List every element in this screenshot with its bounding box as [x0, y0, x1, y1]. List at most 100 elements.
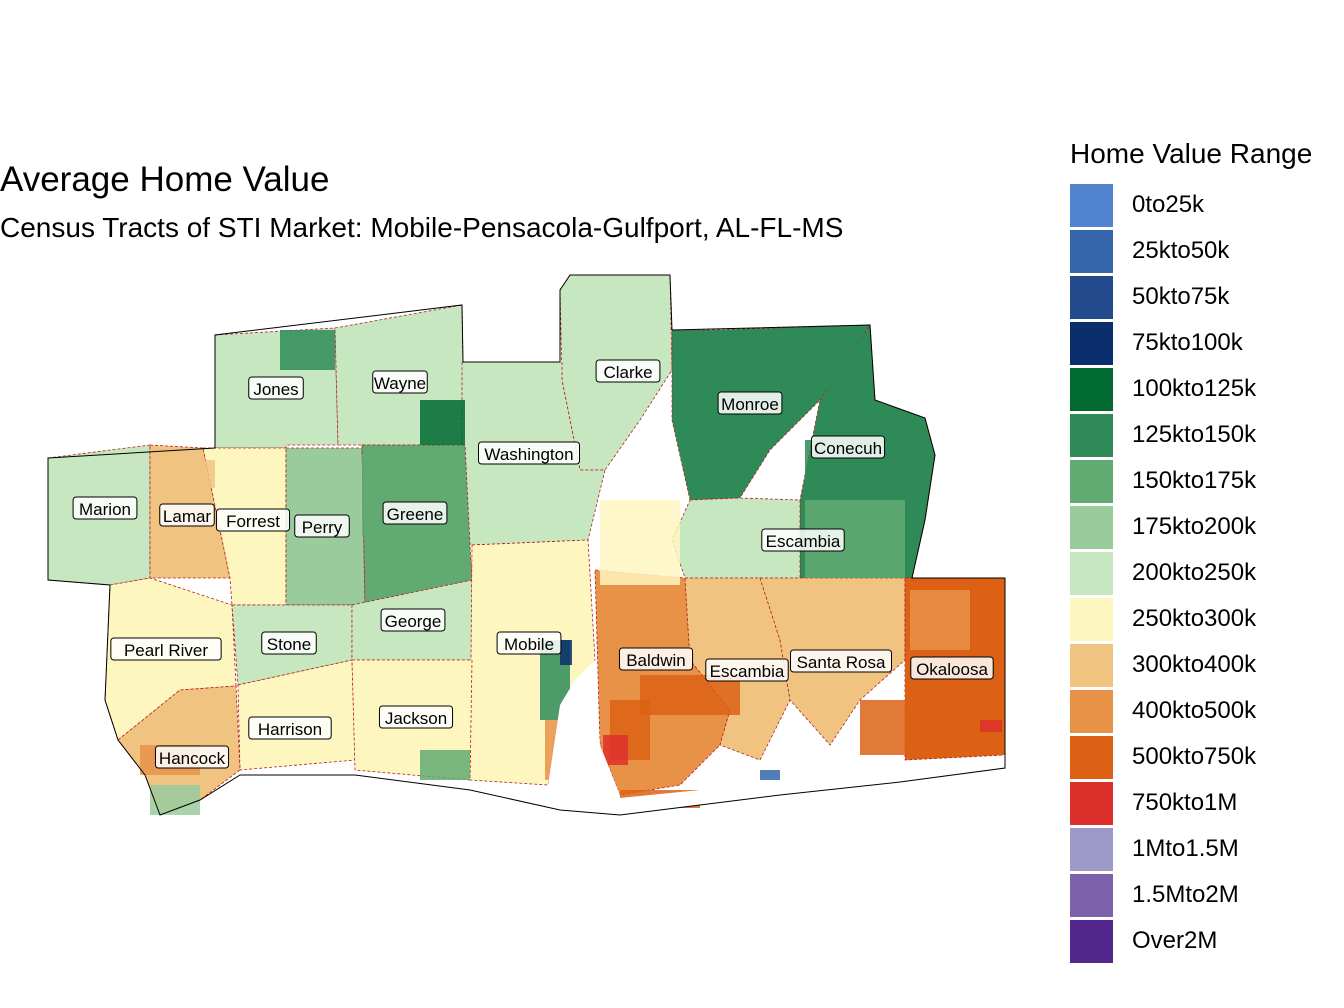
county-label-box	[790, 649, 892, 673]
legend-item: 1Mto1.5M	[1070, 826, 1344, 872]
legend-item: 1.5Mto2M	[1070, 872, 1344, 918]
legend-item: 300kto400k	[1070, 642, 1344, 688]
legend-swatch	[1070, 321, 1113, 365]
legend-label: 0to25k	[1132, 191, 1205, 218]
county-label: Jones	[248, 376, 304, 400]
county-label: Mobile	[496, 631, 562, 655]
county-label-box	[248, 716, 332, 740]
legend-swatch	[1070, 873, 1113, 917]
county-label-box	[382, 501, 448, 525]
county-label: Clarke	[595, 359, 661, 383]
legend-swatch	[1070, 367, 1113, 411]
county-label-box	[496, 631, 562, 655]
legend-label: 100kto125k	[1132, 375, 1257, 402]
county-label: Marion	[72, 496, 138, 520]
legend-label: 125kto150k	[1132, 421, 1257, 448]
legend-swatch	[1070, 919, 1113, 963]
legend-item: 100kto125k	[1070, 366, 1344, 412]
county-labels: Jones Wayne Clarke Monroe Washington Conecuh M…	[72, 359, 994, 769]
county-label-box	[717, 391, 783, 415]
county-name: Mobile	[504, 635, 554, 654]
county-name: Escambia	[710, 662, 785, 681]
county-name: Jones	[253, 380, 298, 399]
legend-item: 25kto50k	[1070, 228, 1344, 274]
county-name: Greene	[387, 505, 444, 524]
legend-label: 300kto400k	[1132, 651, 1257, 678]
county-label-box	[705, 658, 789, 682]
county-label: Greene	[382, 501, 448, 525]
tract-patch	[185, 460, 215, 488]
legend-label: Over2M	[1132, 927, 1218, 954]
county-name: Clarke	[603, 363, 652, 382]
legend-title: Home Value Range	[1070, 138, 1313, 169]
tract-patch	[760, 770, 780, 780]
county-label: Harrison	[248, 716, 332, 740]
map-title: Average Home Value	[0, 160, 330, 199]
legend-swatch	[1070, 551, 1113, 595]
tract-patch	[603, 735, 628, 765]
county-name: George	[385, 612, 442, 631]
legend-label: 200kto250k	[1132, 559, 1257, 586]
tract-patch	[712, 330, 862, 390]
county-shapes	[47, 274, 1006, 816]
legend-item: 125kto150k	[1070, 412, 1344, 458]
legend-swatch	[1070, 229, 1113, 273]
county-name: Marion	[79, 500, 131, 519]
legend-label: 150kto175k	[1132, 467, 1257, 494]
county-label-box	[294, 514, 350, 538]
legend-swatch	[1070, 689, 1113, 733]
county-label-box	[159, 503, 215, 527]
county-label: Baldwin	[618, 647, 694, 671]
county-label: Conecuh	[810, 435, 886, 459]
legend-label: 400kto500k	[1132, 697, 1257, 724]
county-label-box	[810, 435, 886, 459]
legend-swatch	[1070, 827, 1113, 871]
county-label-box	[154, 745, 230, 769]
county-label-box	[372, 370, 428, 394]
county-name: Forrest	[226, 512, 280, 531]
legend-label: 750kto1M	[1132, 789, 1238, 816]
county-name: Conecuh	[814, 439, 882, 458]
map-subtitle: Census Tracts of STI Market: Mobile-Pens…	[0, 212, 844, 243]
county-label-box	[618, 647, 694, 671]
legend-swatch	[1070, 413, 1113, 457]
legend-item: 250kto300k	[1070, 596, 1344, 642]
legend-item: 50kto75k	[1070, 274, 1344, 320]
county-label-box	[261, 631, 317, 655]
legend-swatch	[1070, 505, 1113, 549]
county-name: Lamar	[163, 507, 212, 526]
legend-item: 0to25k	[1070, 182, 1344, 228]
county-label: Santa Rosa	[790, 649, 892, 673]
county-name: Pearl River	[124, 641, 208, 660]
county-label-box	[910, 656, 994, 680]
county-name: Escambia	[766, 532, 841, 551]
county-name: Jackson	[385, 709, 447, 728]
legend-item: 200kto250k	[1070, 550, 1344, 596]
county-name: Perry	[302, 518, 343, 537]
county-label: Wayne	[372, 370, 428, 394]
county-label-box	[72, 496, 138, 520]
tract-patch	[560, 640, 572, 665]
legend-item: 75kto100k	[1070, 320, 1344, 366]
water-body	[600, 755, 1005, 815]
legend-swatch	[1070, 643, 1113, 687]
legend-label: 25kto50k	[1132, 237, 1230, 264]
county-name: Baldwin	[626, 651, 686, 670]
tract-patch	[860, 700, 905, 755]
county-name: Hancock	[159, 749, 226, 768]
county-label-box	[110, 637, 222, 661]
legend-label: 75kto100k	[1132, 329, 1243, 356]
county-label: Monroe	[717, 391, 783, 415]
county-label: Jackson	[378, 705, 454, 729]
legend-swatch	[1070, 735, 1113, 779]
legend-swatch	[1070, 459, 1113, 503]
county-label: Perry	[294, 514, 350, 538]
county-name: Washington	[484, 445, 573, 464]
county-name: Wayne	[374, 374, 426, 393]
county-name: Harrison	[258, 720, 322, 739]
legend-item: 750kto1M	[1070, 780, 1344, 826]
tract-patch	[280, 330, 335, 370]
county-name: Okaloosa	[916, 660, 988, 679]
county-label-box	[215, 508, 291, 532]
legend-label: 1.5Mto2M	[1132, 881, 1239, 908]
